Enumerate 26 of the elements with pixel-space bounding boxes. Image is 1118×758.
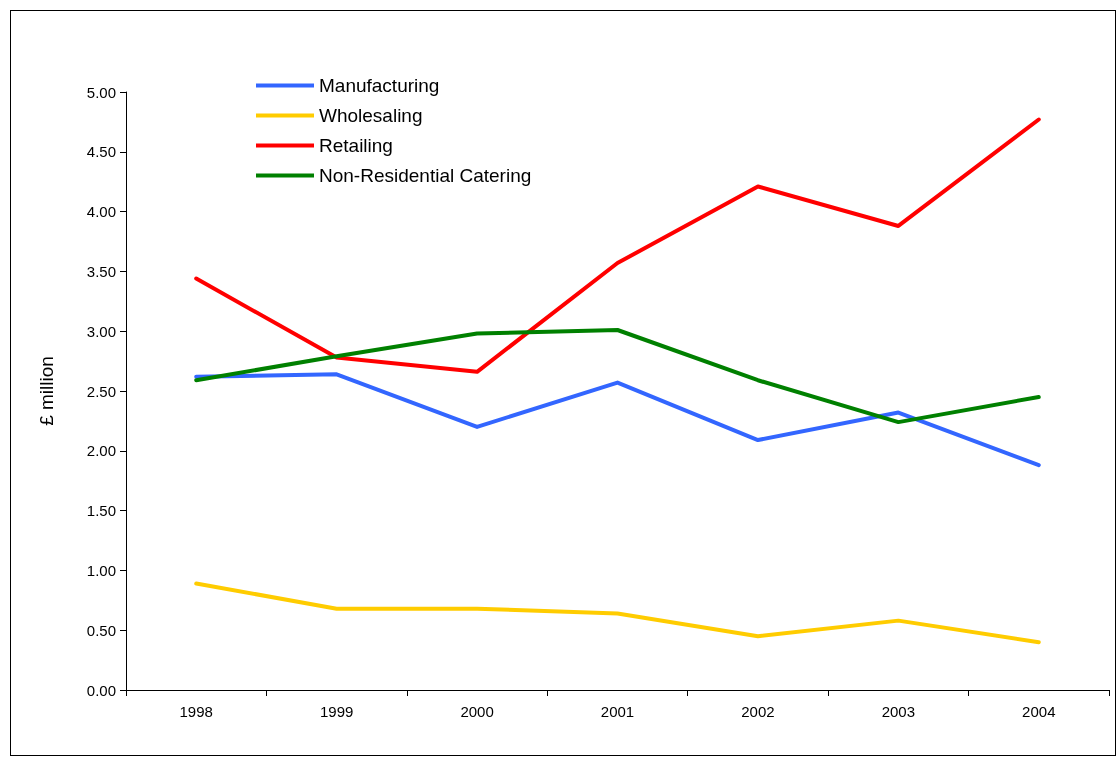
legend-label: Non-Residential Catering (319, 165, 532, 186)
y-tick-label: 0.00 (86, 681, 116, 699)
y-tick-label: 0.50 (86, 621, 116, 639)
line-series (194, 328, 1041, 425)
x-tick-label: 1999 (319, 703, 354, 720)
y-tick-label: 3.00 (86, 322, 116, 340)
x-tick-label: 1998 (179, 703, 213, 720)
legend-label: Manufacturing (319, 75, 440, 96)
line-series (194, 372, 1041, 468)
y-tick-label: 3.50 (86, 262, 116, 280)
y-tick-label: 1.50 (86, 502, 116, 520)
y-axis-title: £ million (36, 356, 57, 426)
x-tick-label: 2002 (741, 703, 775, 720)
y-tick-label: 5.00 (86, 83, 116, 101)
y-tick-label: 2.50 (86, 382, 116, 400)
y-tick-label: 4.00 (86, 203, 116, 221)
line-series (194, 581, 1041, 645)
legend-label: Retailing (319, 135, 393, 156)
y-tick-label: 2.00 (86, 442, 116, 460)
y-tick-label: 4.50 (86, 143, 116, 161)
x-tick-label: 2001 (600, 703, 635, 720)
y-tick-label: 1.00 (86, 561, 116, 579)
x-tick-label: 2000 (460, 703, 494, 720)
x-tick-label: 2003 (881, 703, 916, 720)
legend-label: Wholesaling (319, 105, 423, 126)
x-tick-label: 2004 (1022, 703, 1056, 720)
